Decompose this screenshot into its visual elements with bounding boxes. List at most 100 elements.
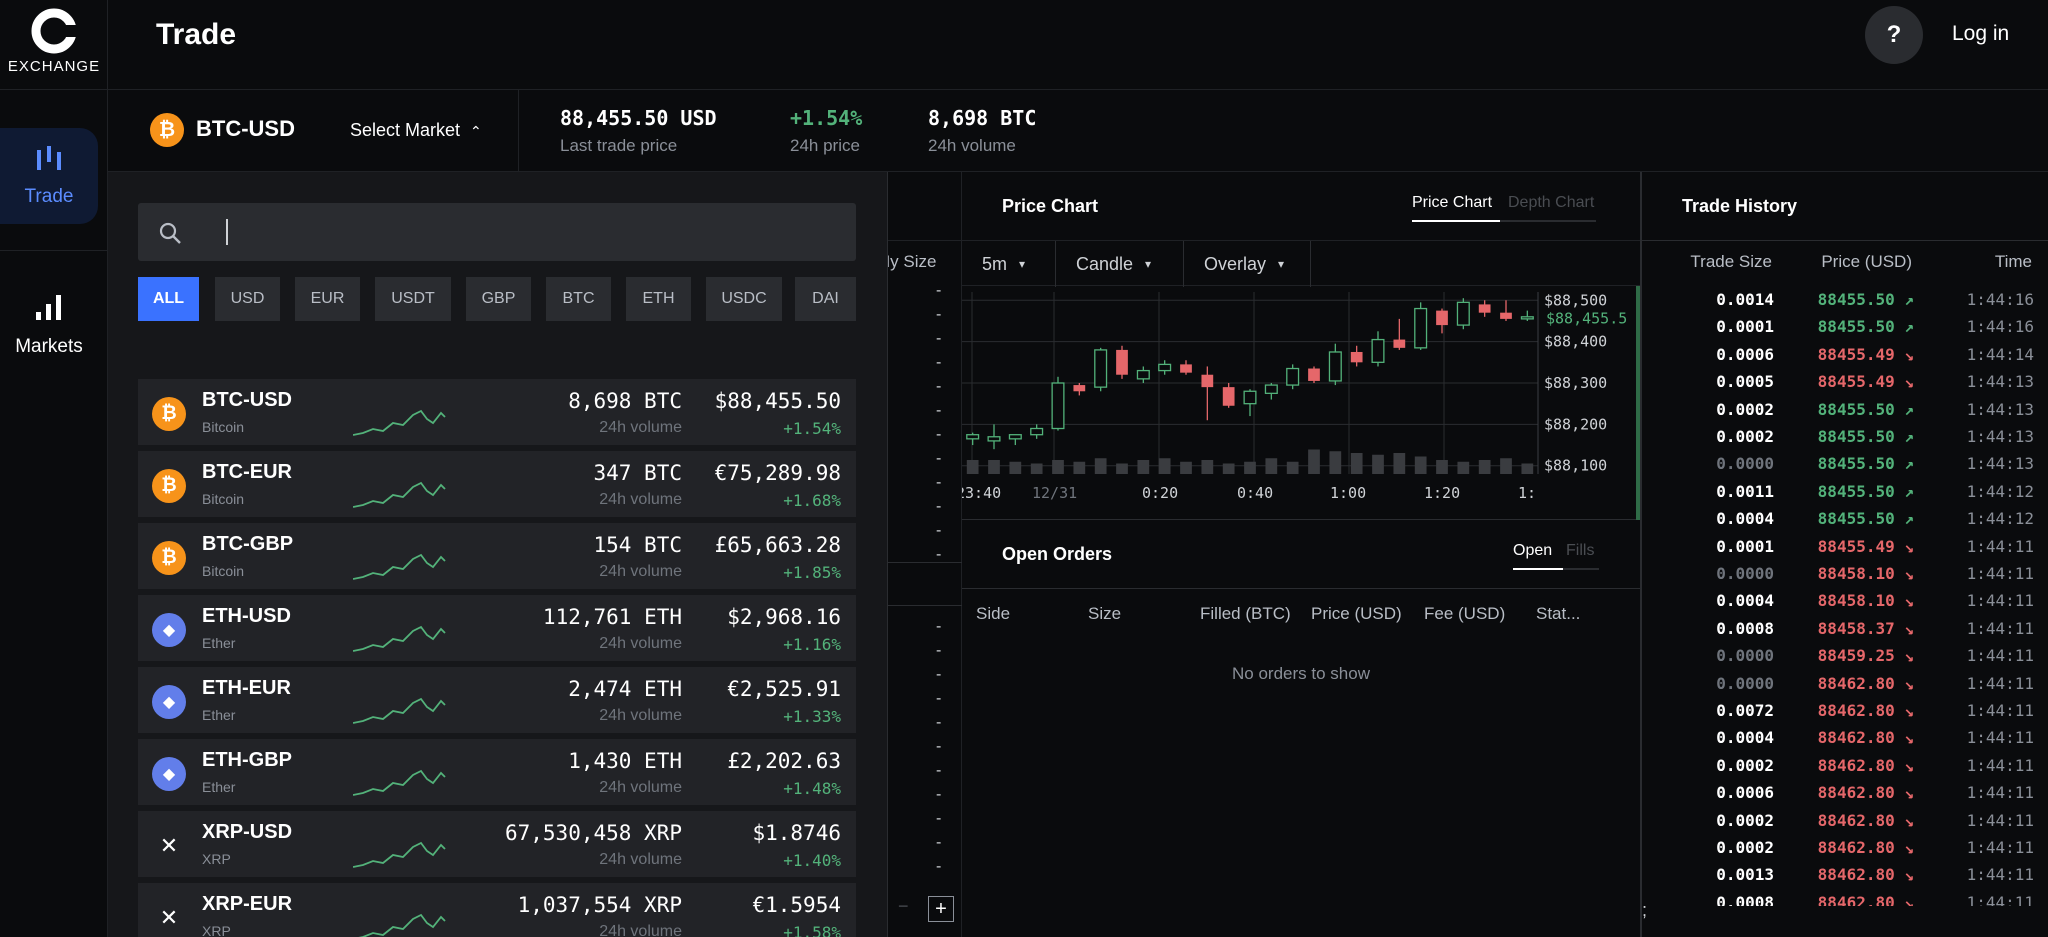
- candle-body: [1286, 367, 1300, 386]
- order-book-row-placeholder: -: [936, 426, 942, 443]
- volume-bar: [1457, 461, 1470, 474]
- overlay-select[interactable]: Overlay ▾: [1184, 241, 1311, 287]
- order-book-row-placeholder: -: [936, 738, 942, 755]
- trade-size: 0.0000: [1716, 646, 1774, 665]
- help-button[interactable]: ?: [1865, 6, 1923, 64]
- market-row-btc-gbp[interactable]: ₿ BTC-GBP Bitcoin 154 BTC 24h volume £65,663.…: [138, 523, 856, 589]
- trade-row: 0.0014 88455.50 ↗ 1:44:16: [1642, 286, 2048, 313]
- filter-usdt[interactable]: USDT: [375, 277, 451, 321]
- order-book-row-placeholder: -: [936, 714, 942, 731]
- sparkline-path: [353, 769, 446, 796]
- trade-time: 1:44:13: [1966, 372, 2034, 392]
- col-filled: Filled (BTC): [1200, 604, 1291, 623]
- market-row-eth-gbp[interactable]: ◆ ETH-GBP Ether 1,430 ETH 24h volume £2,202.6…: [138, 739, 856, 805]
- trade-size: 0.0072: [1716, 701, 1774, 720]
- tab-open[interactable]: Open: [1513, 542, 1553, 559]
- zoom-out-button[interactable]: −: [898, 896, 909, 916]
- trade-price: 88455.50 ↗: [1817, 509, 1914, 529]
- volume-bar: [1350, 453, 1363, 474]
- volume-bar: [1158, 458, 1171, 474]
- market-volume: 8,698 BTC: [568, 389, 682, 413]
- candle-body: [1414, 307, 1428, 349]
- market-asset-name: Bitcoin: [202, 563, 245, 579]
- filter-btc[interactable]: BTC: [546, 277, 611, 321]
- market-volume-label: 24h volume: [599, 779, 682, 796]
- trade-time: 1:44:11: [1966, 865, 2034, 885]
- order-book-row-placeholder: -: [936, 762, 942, 779]
- tab-underline: [1563, 568, 1599, 570]
- trade-price: 88455.50 ↗: [1817, 290, 1914, 309]
- nav-trade-label: Trade: [24, 186, 74, 207]
- order-book-row-placeholder: -: [936, 450, 942, 467]
- market-change: +1.58%: [783, 923, 841, 937]
- filter-eth[interactable]: ETH: [626, 277, 691, 321]
- filter-eur[interactable]: EUR: [295, 277, 360, 321]
- active-tab-underline: [1513, 568, 1563, 570]
- trade-price: 88455.50 ↗: [1817, 481, 1914, 501]
- candlestick-chart[interactable]: $88,500 $88,400 $88,300 $88,200 $88,100 $88,4…: [962, 286, 1640, 520]
- order-book-row-placeholder: -: [936, 474, 942, 491]
- trade-history-title: Trade History: [1682, 196, 1798, 216]
- trade-time: 1:44:13: [1966, 399, 2034, 419]
- trade-price: 88455.49 ↘: [1817, 344, 1914, 364]
- empty-orders-message: No orders to show: [1232, 664, 1370, 683]
- filter-usdc[interactable]: USDC: [706, 277, 782, 321]
- filter-usd[interactable]: USD: [215, 277, 280, 321]
- trade-time: 1:44:11: [1966, 673, 2034, 693]
- market-change: +1.85%: [783, 563, 841, 582]
- tab-price-chart[interactable]: Price Chart: [1412, 194, 1493, 211]
- candle-body: [1030, 427, 1044, 436]
- trade-history-list[interactable]: 0.0014 88455.50 ↗ 1:44:16 0.0001 88455.50 ↗ 1…: [1642, 286, 2048, 906]
- trailing-glyph: ;: [1642, 900, 1648, 920]
- market-search[interactable]: [138, 203, 856, 261]
- candle-body: [1243, 390, 1257, 405]
- logo[interactable]: EXCHANGE: [0, 0, 108, 90]
- trade-row: 0.0002 88462.80 ↘ 1:44:11: [1642, 752, 2048, 779]
- market-row-xrp-eur[interactable]: ✕ XRP-EUR XRP 1,037,554 XRP 24h volume €1.595…: [138, 883, 856, 937]
- trade-time: 1:44:16: [1966, 290, 2034, 309]
- tab-depth-chart[interactable]: Depth Chart: [1508, 194, 1595, 211]
- chart-toolbar: 5m ▾ Candle ▾ Overlay ▾: [962, 240, 1640, 287]
- trade-time: 1:44:13: [1966, 454, 2034, 474]
- market-volume: 67,530,458 XRP: [504, 821, 682, 845]
- candle-body: [1136, 369, 1150, 380]
- candle-body: [1308, 368, 1320, 381]
- market-row-eth-usd[interactable]: ◆ ETH-USD Ether 112,761 ETH 24h volume $2,968…: [138, 595, 856, 661]
- market-volume-label: 24h volume: [599, 923, 682, 937]
- order-book-row-placeholder: -: [936, 402, 942, 419]
- interval-select[interactable]: 5m ▾: [962, 241, 1056, 287]
- trade-row: 0.0013 88462.80 ↘ 1:44:11: [1642, 861, 2048, 888]
- market-change: +1.54%: [783, 419, 841, 438]
- filter-dai[interactable]: DAI: [795, 277, 856, 321]
- trade-history-panel: Trade History Trade Size Price (USD) Tim…: [1640, 172, 2048, 937]
- login-button[interactable]: Log in: [1952, 22, 2010, 45]
- left-nav: EXCHANGE Trade Markets: [0, 0, 108, 937]
- market-volume-label: 24h volume: [599, 491, 682, 508]
- filter-gbp[interactable]: GBP: [466, 277, 531, 321]
- market-row-btc-eur[interactable]: ₿ BTC-EUR Bitcoin 347 BTC 24h volume €75,289.…: [138, 451, 856, 517]
- filter-all[interactable]: ALL: [138, 277, 199, 321]
- zoom-in-button[interactable]: +: [928, 896, 954, 922]
- trade-row: 0.0000 88455.50 ↗ 1:44:13: [1642, 450, 2048, 477]
- trade-price: 88462.80 ↘: [1817, 755, 1914, 775]
- market-row-xrp-usd[interactable]: ✕ XRP-USD XRP 67,530,458 XRP 24h volume $1.87…: [138, 811, 856, 877]
- trade-time: 1:44:11: [1966, 810, 2034, 830]
- volume-bar: [1180, 461, 1192, 474]
- open-orders-title: Open Orders: [1002, 544, 1113, 564]
- market-volume-label: 24h volume: [599, 851, 682, 868]
- select-market-button[interactable]: Select Market ⌃: [350, 120, 482, 141]
- nav-markets[interactable]: Markets: [0, 288, 108, 368]
- x-tick-label: 1:20: [1424, 484, 1460, 502]
- market-row-eth-eur[interactable]: ◆ ETH-EUR Ether 2,474 ETH 24h volume €2,525.9…: [138, 667, 856, 733]
- trade-price: 88455.50 ↗: [1817, 317, 1914, 337]
- tab-fills[interactable]: Fills: [1566, 542, 1595, 559]
- chart-style-select[interactable]: Candle ▾: [1056, 241, 1184, 287]
- market-row-btc-usd[interactable]: ₿ BTC-USD Bitcoin 8,698 BTC 24h volume $88,45…: [138, 379, 856, 445]
- market-volume: 112,761 ETH: [542, 605, 682, 629]
- trade-price: 88455.50 ↗: [1817, 427, 1914, 446]
- nav-trade[interactable]: Trade: [0, 128, 108, 224]
- price-edge-bar: [1636, 286, 1640, 520]
- x-tick-label: 1:: [1518, 484, 1536, 502]
- trade-size: 0.0013: [1716, 865, 1774, 885]
- stat-24h-volume: 8,698 BTC 24h volume: [928, 106, 1036, 156]
